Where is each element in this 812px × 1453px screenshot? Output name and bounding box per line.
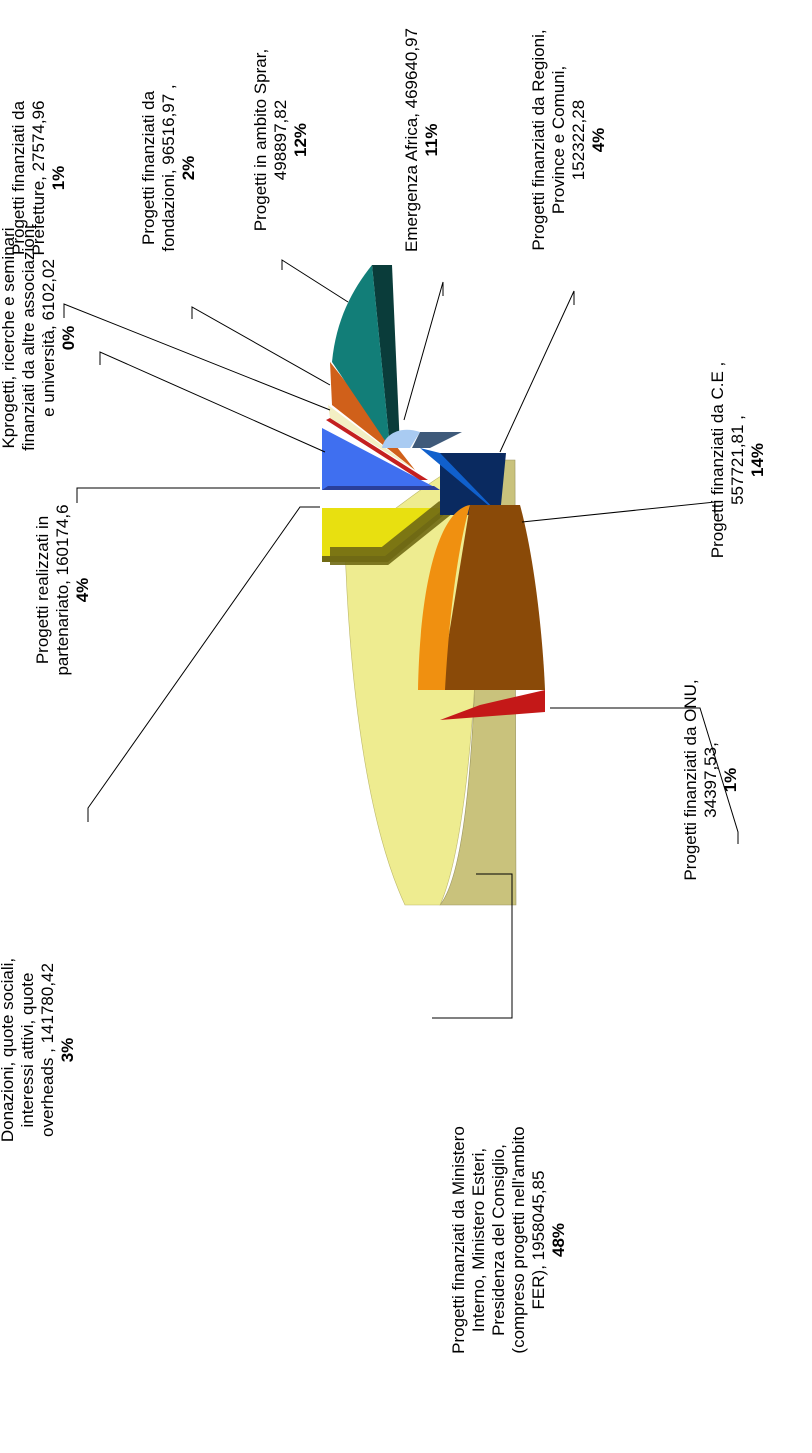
leader-lines <box>63 259 739 1019</box>
label-line: e università, 6102,02 <box>39 259 58 417</box>
label-line: Prefetture, 27574,96 <box>29 100 48 255</box>
data-labels: Progetti finanziati da MinisteroInterno,… <box>0 28 767 1354</box>
label-percent: 4% <box>73 578 92 603</box>
pie-slice-partenariato[interactable] <box>322 428 440 490</box>
label-regioni: Progetti finanziati da Regioni,Province … <box>529 29 608 250</box>
label-line: fondazioni, 96516,97 , <box>159 84 178 251</box>
label-line: Progetti finanziati da <box>9 100 28 255</box>
label-ce: Progetti finanziati da C.E ,557721,81 ,1… <box>708 362 767 559</box>
pie-slice-sprar[interactable] <box>332 265 400 448</box>
label-line: 557721,81 , <box>728 415 747 505</box>
label-line: 34397,53, <box>701 742 720 818</box>
label-line: 498897,82 <box>271 100 290 180</box>
label-percent: 2% <box>179 156 198 181</box>
label-percent: 11% <box>422 123 441 156</box>
label-line: partenariato, 160174,6 <box>53 504 72 675</box>
label-line: FER), 1958045,85 <box>529 1171 548 1310</box>
label-sprar: Progetti in ambito Sprar,498897,8212% <box>251 49 310 231</box>
pie-slice-regioni[interactable] <box>420 448 506 515</box>
label-line: Progetti realizzati in <box>33 516 52 664</box>
label-line: Progetti finanziati da Regioni, <box>529 29 548 250</box>
label-line: Progetti finanziati da C.E , <box>708 362 727 559</box>
label-line: Interno, Ministero Esteri, <box>469 1148 488 1332</box>
label-line: Donazioni, quote sociali, <box>0 958 17 1142</box>
label-fondazioni: Progetti finanziati dafondazioni, 96516,… <box>139 84 198 251</box>
label-line: (compreso progetti nell'ambito <box>509 1126 528 1353</box>
pie-slice-prefetture[interactable] <box>328 405 415 470</box>
label-prefetture: Progetti finanziati daPrefetture, 27574,… <box>9 100 68 255</box>
pie-slices <box>322 265 545 906</box>
label-percent: 12% <box>291 123 310 157</box>
label-line: overheads , 141780,42 <box>38 963 57 1137</box>
label-line: Province e Comuni, <box>549 66 568 214</box>
label-line: Progetti finanziati da <box>139 90 158 245</box>
label-line: Presidenza del Consiglio, <box>489 1144 508 1336</box>
label-percent: 0% <box>59 326 78 351</box>
label-line: finanziati da altre associazioni <box>19 225 38 451</box>
label-line: Progetti finanziati da ONU, <box>681 679 700 880</box>
label-line: Progetti finanziati da Ministero <box>449 1126 468 1354</box>
label-onu: Progetti finanziati da ONU,34397,53,1% <box>681 679 740 880</box>
label-line: Emergenza Africa, 469640,97 <box>402 28 421 252</box>
label-percent: 14% <box>748 443 767 477</box>
label-percent: 3% <box>58 1038 77 1063</box>
label-percent: 1% <box>49 166 68 191</box>
label-emergenza: Emergenza Africa, 469640,9711% <box>402 28 441 252</box>
pie-slice-kprogetti[interactable] <box>326 418 428 480</box>
pie-slice-donazioni[interactable] <box>322 500 451 565</box>
label-line: Progetti in ambito Sprar, <box>251 49 270 231</box>
label-percent: 48% <box>549 1223 568 1257</box>
label-partenariato: Progetti realizzati inpartenariato, 1601… <box>33 504 92 675</box>
label-donazioni: Donazioni, quote sociali,interessi attiv… <box>0 958 77 1142</box>
label-percent: 4% <box>589 128 608 153</box>
pie-slice-ce[interactable] <box>418 505 545 690</box>
label-line: 152322,28 <box>569 100 588 180</box>
pie-slice-onu[interactable] <box>440 690 545 720</box>
label-percent: 1% <box>721 768 740 793</box>
pie-slice-emergenza[interactable] <box>382 429 462 448</box>
label-kprogetti: Kprogetti, ricerche e seminarifinanziati… <box>0 225 78 451</box>
label-ministero: Progetti finanziati da MinisteroInterno,… <box>449 1126 568 1354</box>
label-line: Kprogetti, ricerche e seminari <box>0 227 18 448</box>
label-line: interessi attivi, quote <box>18 973 37 1128</box>
